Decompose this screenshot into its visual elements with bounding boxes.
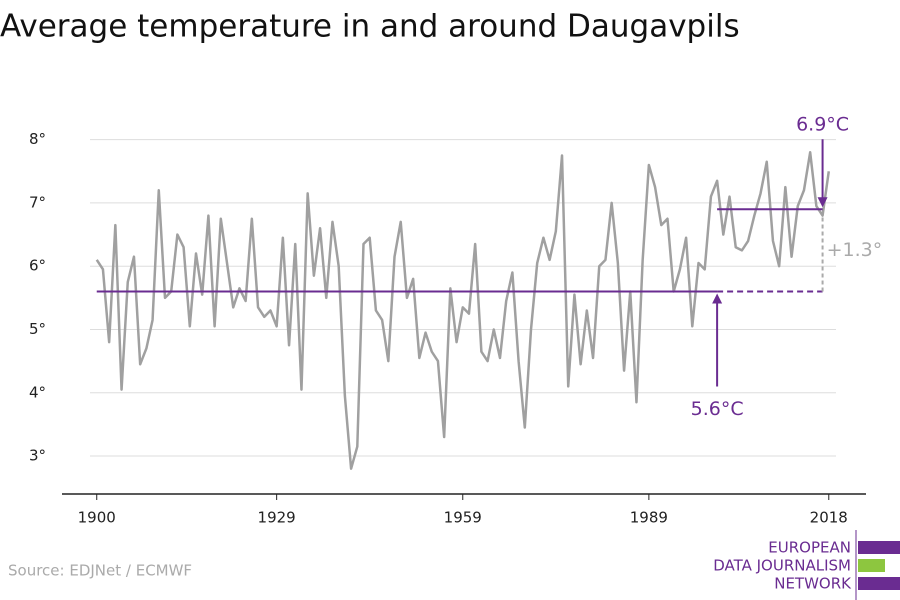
x-tick-label: 2018 xyxy=(810,509,848,527)
arrow-head xyxy=(712,293,723,304)
logo-bar xyxy=(858,541,900,554)
x-tick-label: 1989 xyxy=(630,509,668,527)
y-tick-label: 4° xyxy=(29,383,46,401)
logo: EUROPEAN DATA JOURNALISM NETWORK xyxy=(713,530,900,600)
logo-bar xyxy=(858,577,900,590)
y-tick-label: 8° xyxy=(29,130,46,148)
x-tick-label: 1959 xyxy=(444,509,482,527)
data-line xyxy=(95,151,831,470)
y-tick-label: 5° xyxy=(29,320,46,338)
x-tick-label: 1929 xyxy=(258,509,296,527)
logo-bar xyxy=(858,559,885,572)
logo-text: DATA JOURNALISM xyxy=(713,557,851,575)
chart-title: Average temperature in and around Daugav… xyxy=(0,9,740,45)
difference-label: +1.3° xyxy=(827,239,883,261)
y-tick-label: 7° xyxy=(29,193,46,211)
y-tick-label: 3° xyxy=(29,447,46,465)
x-tick-label: 1900 xyxy=(78,509,116,527)
logo-text: NETWORK xyxy=(774,575,852,593)
annotation: 6.9°C xyxy=(796,114,849,136)
source: Source: EDJNet / ECMWF xyxy=(8,562,192,580)
arrow-head xyxy=(817,197,828,208)
logo-text: EUROPEAN xyxy=(768,539,851,557)
y-tick-label: 6° xyxy=(29,257,46,275)
annotation: 5.6°C xyxy=(691,398,744,420)
